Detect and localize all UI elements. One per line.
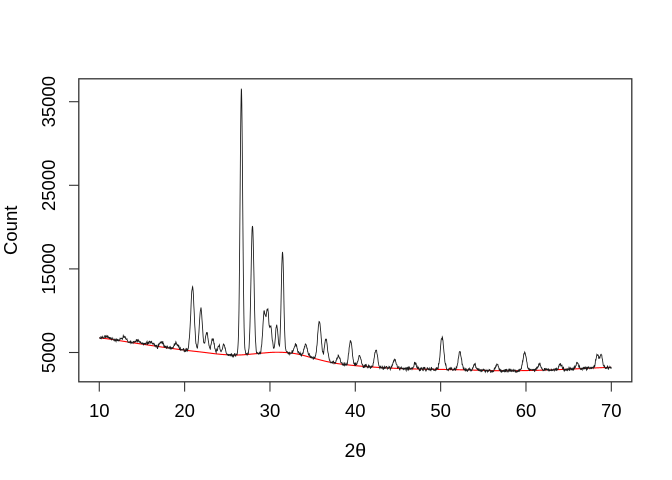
svg-text:5000: 5000 [38,332,59,373]
svg-text:20: 20 [174,400,195,421]
svg-text:25000: 25000 [38,160,59,211]
svg-text:70: 70 [601,400,622,421]
svg-text:15000: 15000 [38,243,59,294]
svg-text:60: 60 [516,400,537,421]
svg-text:50: 50 [430,400,451,421]
svg-text:10: 10 [89,400,110,421]
svg-text:35000: 35000 [38,76,59,127]
svg-text:30: 30 [260,400,281,421]
svg-text:2θ: 2θ [344,440,366,462]
svg-text:Count: Count [0,206,21,255]
svg-text:40: 40 [345,400,366,421]
